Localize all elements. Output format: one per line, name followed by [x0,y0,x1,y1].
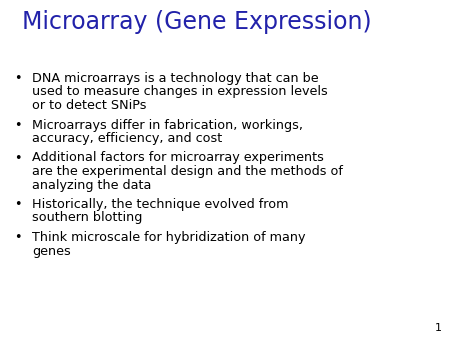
Text: analyzing the data: analyzing the data [32,178,151,192]
Text: genes: genes [32,244,71,258]
Text: •: • [14,198,22,211]
Text: •: • [14,152,22,165]
Text: accuracy, efficiency, and cost: accuracy, efficiency, and cost [32,132,222,145]
Text: DNA microarrays is a technology that can be: DNA microarrays is a technology that can… [32,72,319,85]
Text: •: • [14,119,22,132]
Text: 1: 1 [435,323,442,333]
Text: •: • [14,72,22,85]
Text: are the experimental design and the methods of: are the experimental design and the meth… [32,165,343,178]
Text: Think microscale for hybridization of many: Think microscale for hybridization of ma… [32,231,306,244]
Text: •: • [14,231,22,244]
Text: Historically, the technique evolved from: Historically, the technique evolved from [32,198,288,211]
Text: or to detect SNiPs: or to detect SNiPs [32,99,147,112]
Text: Microarrays differ in fabrication, workings,: Microarrays differ in fabrication, worki… [32,119,303,131]
Text: Microarray (Gene Expression): Microarray (Gene Expression) [22,10,372,34]
Text: southern blotting: southern blotting [32,212,142,224]
Text: Additional factors for microarray experiments: Additional factors for microarray experi… [32,151,324,165]
Text: used to measure changes in expression levels: used to measure changes in expression le… [32,86,328,98]
